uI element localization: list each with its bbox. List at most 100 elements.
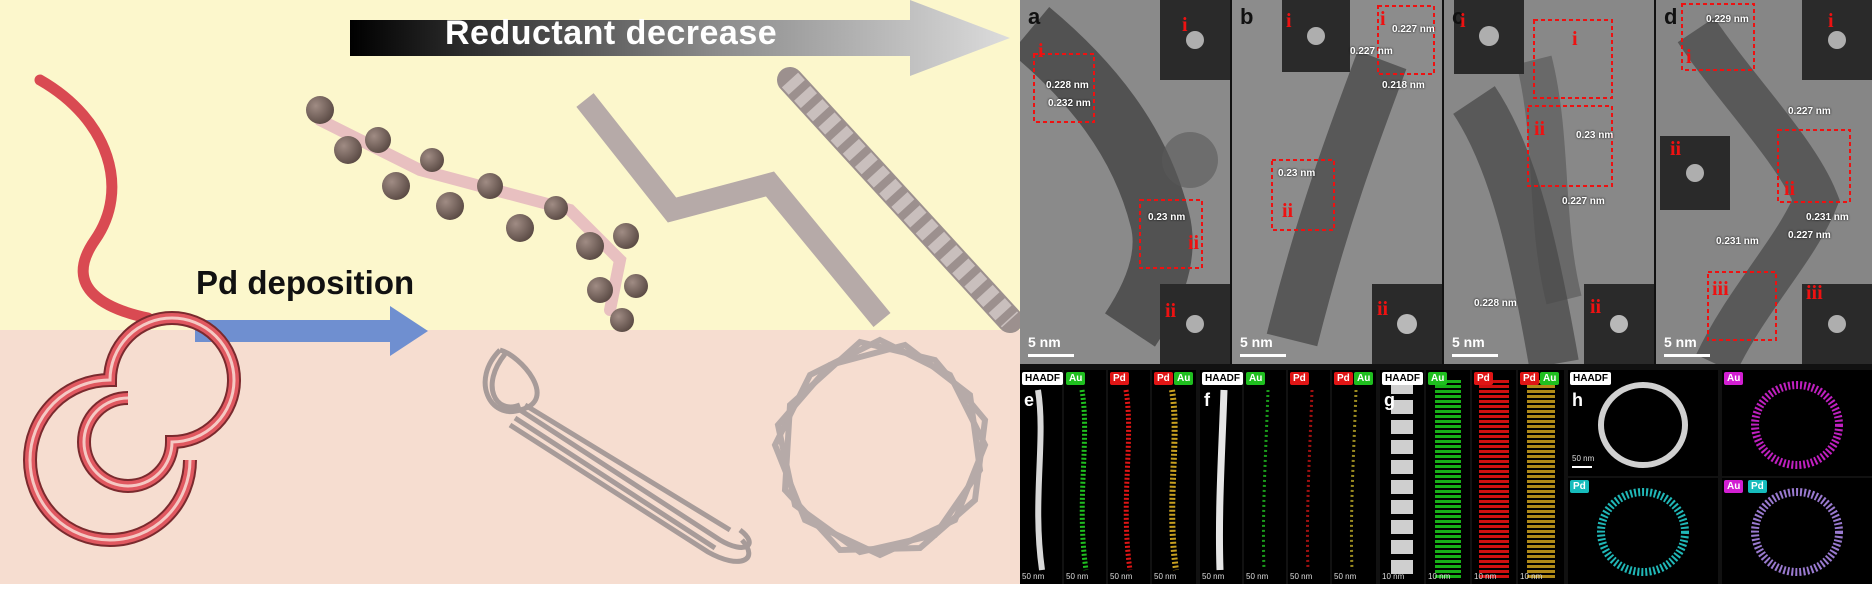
tag-e-au-overlay: Au bbox=[1174, 372, 1194, 385]
spacing-b-3: 0.218 nm bbox=[1382, 80, 1425, 91]
scale-e-4: 50 nm bbox=[1154, 572, 1177, 581]
spacing-c-2: 0.227 nm bbox=[1562, 196, 1605, 207]
scale-label-a: 5 nm bbox=[1028, 334, 1061, 350]
eds-panel-e: e HAADF Au Pd Pd Au 50 nm 50 nm 50 nm 50… bbox=[1020, 370, 1196, 584]
scale-bar-b bbox=[1240, 354, 1286, 357]
spacing-d-1: 0.229 nm bbox=[1706, 14, 1749, 25]
tag-e-haadf: HAADF bbox=[1022, 372, 1063, 385]
scale-label-c: 5 nm bbox=[1452, 334, 1485, 350]
region-label-b-i: i bbox=[1380, 8, 1386, 30]
eds-panel-f: f HAADF Au Pd Pd Au 50 nm 50 nm 50 nm 50… bbox=[1200, 370, 1376, 584]
scale-bar-a bbox=[1028, 354, 1074, 357]
region-label-c-i: i bbox=[1572, 28, 1578, 50]
scale-g-3: 10 nm bbox=[1474, 572, 1497, 581]
micrograph-panels: a i ii i ii 0.228 nm 0.232 nm 0.23 nm 5 … bbox=[1020, 0, 1872, 584]
scale-g-1: 10 nm bbox=[1382, 572, 1405, 581]
spacing-b-4: 0.23 nm bbox=[1278, 168, 1316, 179]
tem-panel-b: b i ii i ii 0.227 nm 0.227 nm 0.218 nm 0… bbox=[1232, 0, 1442, 364]
template-strand bbox=[34, 74, 154, 324]
tag-h-pd-overlay: Pd bbox=[1748, 480, 1767, 493]
panel-letter-h: h bbox=[1572, 390, 1583, 410]
tem-panel-a: a i ii i ii 0.228 nm 0.232 nm 0.23 nm 5 … bbox=[1020, 0, 1230, 364]
twisted-bundle bbox=[482, 347, 752, 564]
scale-f-3: 50 nm bbox=[1290, 572, 1313, 581]
tag-e-pd-overlay: Pd bbox=[1154, 372, 1173, 385]
schematic-drawing bbox=[0, 0, 1020, 584]
spiral-template bbox=[23, 311, 241, 547]
panel-letter-b: b bbox=[1240, 4, 1254, 29]
scale-label-d: 5 nm bbox=[1664, 334, 1697, 350]
tag-h-au-overlay: Au bbox=[1724, 480, 1744, 493]
scale-f-4: 50 nm bbox=[1334, 572, 1357, 581]
tag-e-au: Au bbox=[1066, 372, 1086, 385]
panel-letter-d: d bbox=[1664, 4, 1678, 29]
fft-label-b-i: i bbox=[1286, 10, 1292, 32]
tag-g-au: Au bbox=[1428, 372, 1448, 385]
spacing-a-1: 0.228 nm bbox=[1046, 80, 1089, 91]
fft-label-b-ii: ii bbox=[1377, 298, 1389, 320]
scale-e-2: 50 nm bbox=[1066, 572, 1089, 581]
tag-f-haadf: HAADF bbox=[1202, 372, 1243, 385]
tag-f-au-overlay: Au bbox=[1354, 372, 1374, 385]
spacing-c-3: 0.228 nm bbox=[1474, 298, 1517, 309]
tem-panel-d: d i ii iii i ii iii 0.229 nm 0.227 nm 0.… bbox=[1656, 0, 1872, 364]
pd-deposition-arrow bbox=[195, 306, 428, 356]
spacing-c-1: 0.23 nm bbox=[1576, 130, 1614, 141]
tem-image-c bbox=[1444, 0, 1654, 364]
scale-g-2: 10 nm bbox=[1428, 572, 1451, 581]
eds-maps-g bbox=[1380, 370, 1564, 584]
fft-label-a-i: i bbox=[1182, 14, 1188, 36]
tag-e-pd: Pd bbox=[1110, 372, 1129, 385]
pd-decorated-strand bbox=[306, 96, 648, 332]
tag-g-pd-overlay: Pd bbox=[1520, 372, 1539, 385]
eds-maps-e bbox=[1020, 370, 1196, 584]
spacing-d-3: 0.231 nm bbox=[1806, 212, 1849, 223]
scale-g-4: 10 nm bbox=[1520, 572, 1543, 581]
spacing-b-1: 0.227 nm bbox=[1392, 24, 1435, 35]
tag-g-au-overlay: Au bbox=[1540, 372, 1560, 385]
panel-letter-f: f bbox=[1204, 390, 1210, 410]
tem-image-a bbox=[1020, 0, 1230, 364]
polygonal-ring bbox=[771, 336, 989, 559]
pd-deposition-label: Pd deposition bbox=[196, 264, 415, 301]
tem-image-b bbox=[1232, 0, 1442, 364]
tag-g-haadf: HAADF bbox=[1382, 372, 1423, 385]
tem-image-d bbox=[1656, 0, 1872, 364]
synthesis-schematic: Reductant decrease Pd deposition bbox=[0, 0, 1020, 584]
twisted-nanowire bbox=[777, 67, 1020, 333]
zigzag-nanowire bbox=[576, 93, 891, 327]
scale-f-1: 50 nm bbox=[1202, 572, 1225, 581]
scale-h-1: 50 nm bbox=[1572, 454, 1595, 463]
scale-label-b: 5 nm bbox=[1240, 334, 1273, 350]
panel-letter-e: e bbox=[1024, 390, 1035, 410]
tem-panel-c: c i ii i ii 0.23 nm 0.227 nm 0.228 nm 5 … bbox=[1444, 0, 1654, 364]
scale-e-3: 50 nm bbox=[1110, 572, 1133, 581]
eds-maps-f bbox=[1200, 370, 1376, 584]
tag-f-pd-overlay: Pd bbox=[1334, 372, 1353, 385]
fft-label-d-ii: ii bbox=[1670, 138, 1682, 160]
reductant-decrease-label: Reductant decrease bbox=[445, 14, 778, 52]
region-label-c-ii: ii bbox=[1534, 118, 1546, 140]
scale-bar-d bbox=[1664, 354, 1710, 357]
fft-label-d-iii: iii bbox=[1806, 282, 1823, 304]
region-label-d-ii: ii bbox=[1784, 178, 1796, 200]
eds-panel-g: g HAADF Au Pd Pd Au 10 nm 10 nm 10 nm 10… bbox=[1380, 370, 1564, 584]
fft-label-a-ii: ii bbox=[1165, 300, 1177, 322]
panel-letter-c: c bbox=[1452, 4, 1465, 29]
spacing-a-3: 0.23 nm bbox=[1148, 212, 1186, 223]
scale-e-1: 50 nm bbox=[1022, 572, 1045, 581]
spacing-d-5: 0.227 nm bbox=[1788, 230, 1831, 241]
eds-panel-h: h HAADF Au Pd Au Pd 50 nm bbox=[1568, 370, 1872, 584]
tag-g-pd: Pd bbox=[1474, 372, 1493, 385]
spacing-d-4: 0.231 nm bbox=[1716, 236, 1759, 247]
fft-label-c-ii: ii bbox=[1590, 296, 1602, 318]
region-label-a-ii: ii bbox=[1188, 232, 1200, 254]
fft-label-d-i: i bbox=[1828, 10, 1834, 32]
region-label-d-iii: iii bbox=[1712, 278, 1729, 300]
tag-h-haadf: HAADF bbox=[1570, 372, 1611, 385]
region-label-b-ii: ii bbox=[1282, 200, 1294, 222]
tag-h-pd: Pd bbox=[1570, 480, 1589, 493]
fft-label-c-i: i bbox=[1460, 10, 1466, 32]
scale-bar-c bbox=[1452, 354, 1498, 357]
